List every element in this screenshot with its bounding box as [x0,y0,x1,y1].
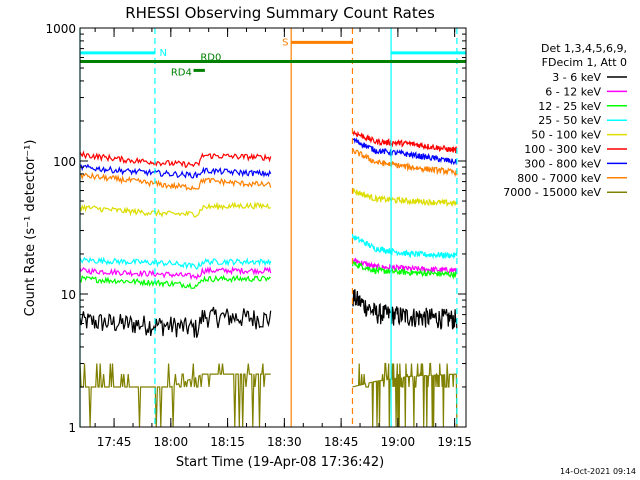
x-tick-label: 18:00 [154,435,189,449]
legend-header: FDecim 1, Att 0 [542,56,627,69]
y-tick-label: 100 [53,155,76,169]
series-line-300to800keV [79,163,272,179]
x-tick-label: 17:45 [97,435,132,449]
chart-title: RHESSI Observing Summary Count Rates [125,4,435,22]
legend: Det 1,3,4,5,6,9,FDecim 1, Att 0 3 - 6 keV… [503,42,627,199]
series-line-12to25keV [79,274,271,289]
series-line-300to800keV [352,137,458,166]
legend-label: 300 - 800 keV [524,157,601,170]
y-tick-label: 1000 [45,22,76,36]
x-tick-label: 18:15 [210,435,245,449]
series-line-3to6keV [79,306,272,338]
x-axis: 17:45 18:00 18:15 18:30 18:45 19:00 19:15 [94,28,472,449]
x-tick-label: 18:45 [324,435,359,449]
series-line-800to7000keV [79,172,272,191]
legend-label: 800 - 7000 keV [517,172,601,185]
series-line-25to50keV [79,256,272,270]
x-tick-label: 19:15 [437,435,472,449]
flag-label-s: S [282,37,288,48]
series-line-7000to15000keV [79,363,271,427]
flag-label-n: N [159,48,166,59]
series-line-3to6keV [351,289,458,330]
series-line-6to12keV [351,257,458,275]
legend-label: 25 - 50 keV [538,114,601,127]
series-line-100to300keV [352,129,458,154]
x-tick-label: 18:30 [267,435,302,449]
x-axis-label: Start Time (19-Apr-08 17:36:42) [176,455,384,470]
legend-header: Det 1,3,4,5,6,9, [541,42,627,55]
legend-label: 7000 - 15000 keV [503,186,601,199]
plot-area: N S RD0 RD4 [79,28,466,427]
legend-label: 100 - 300 keV [524,143,601,156]
series-line-6to12keV [79,265,272,281]
series-line-7000to15000keV [352,362,458,427]
series-line-25to50keV [351,233,458,260]
y-axis-label: Count Rate (s⁻¹ detector⁻¹) [23,140,38,317]
series-line-12to25keV [351,260,458,280]
plot-frame [79,27,467,428]
x-tick-label: 19:00 [381,435,416,449]
legend-label: 50 - 100 keV [531,129,601,142]
legend-label: 6 - 12 keV [545,85,601,98]
footer-timestamp: 14-Oct-2021 09:14 [560,467,636,476]
flag-label-rd0: RD0 [200,52,221,63]
y-tick-label: 10 [61,288,76,302]
flag-label-rd4: RD4 [171,67,192,78]
y-tick-label: 1 [68,421,76,435]
series-line-50to100keV [79,201,272,218]
legend-label: 12 - 25 keV [538,100,601,113]
series-line-100to300keV [79,150,272,168]
legend-label: 3 - 6 keV [552,71,601,84]
series-line-50to100keV [352,187,458,208]
series-line-800to7000keV [352,147,458,178]
y-axis: 1 10 100 1000 [45,22,466,435]
